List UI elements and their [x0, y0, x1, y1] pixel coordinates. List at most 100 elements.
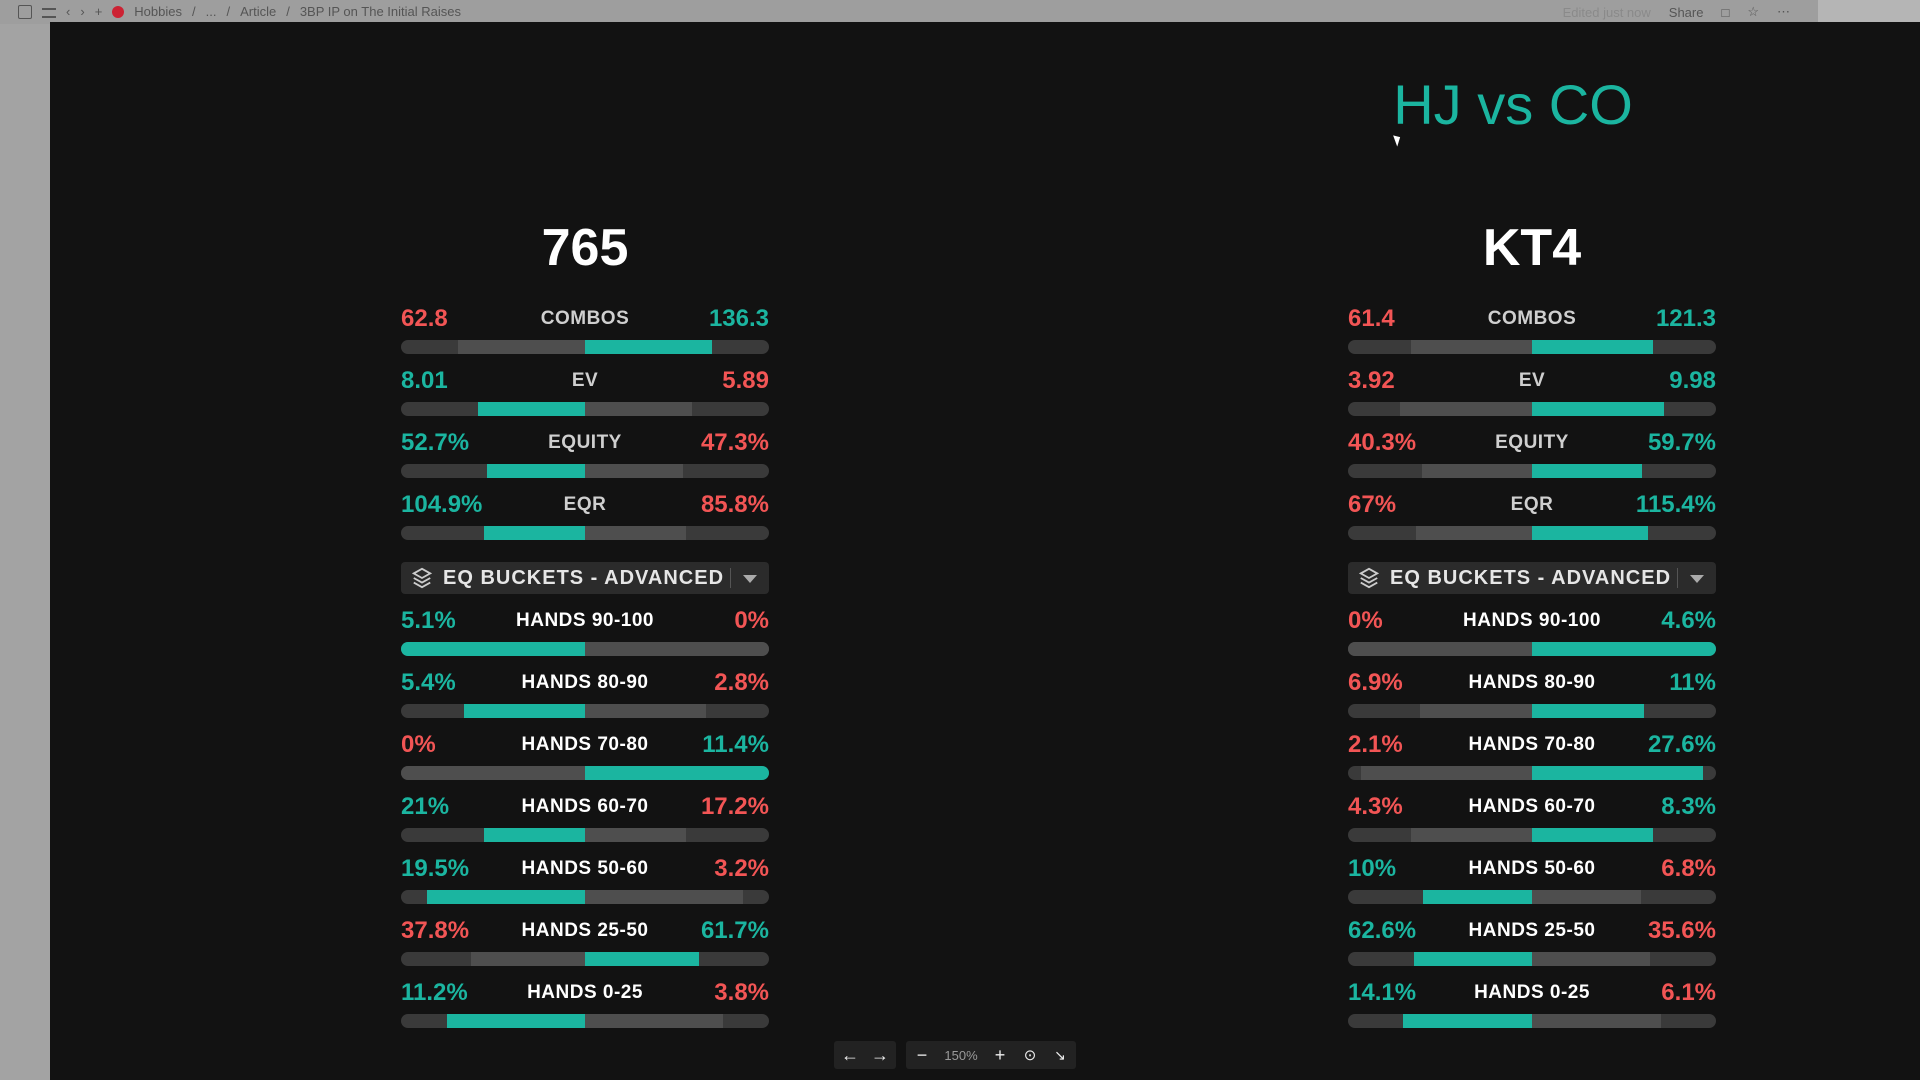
equity-bucket-row: 37.8% 61.7% HANDS 25-50 — [401, 916, 769, 978]
stat-values: 67% 115.4% — [1348, 490, 1716, 520]
eq-buckets-dropdown[interactable]: EQ BUCKETS - ADVANCED — [401, 562, 769, 594]
bar-background-shade — [585, 402, 692, 416]
comparison-bar — [1348, 402, 1716, 416]
comparison-bar — [401, 828, 769, 842]
forward-arrow-icon[interactable]: › — [80, 4, 85, 19]
chevron-down-icon[interactable] — [743, 575, 757, 583]
zoom-level: 150% — [944, 1047, 978, 1063]
equity-bucket-row: 5.1% 0% HANDS 90-100 — [401, 606, 769, 668]
bar-fill — [1532, 642, 1716, 656]
more-options-icon[interactable]: ⋯ — [1777, 4, 1790, 19]
stat-row: 104.9% 85.8% EQR — [401, 490, 769, 552]
bar-background-shade — [585, 642, 769, 656]
back-arrow-icon[interactable]: ‹ — [66, 4, 71, 19]
bar-background-shade — [1399, 402, 1532, 416]
comparison-bar — [1348, 1014, 1716, 1028]
navigation-group: ← → — [834, 1041, 896, 1069]
previous-arrow-icon[interactable]: ← — [841, 1044, 859, 1065]
stat-label: HANDS 50-60 — [1468, 858, 1596, 879]
stat-label: HANDS 50-60 — [521, 858, 649, 879]
equity-bucket-row: 10% 6.8% HANDS 50-60 — [1348, 854, 1716, 916]
left-value: 11.2% — [401, 979, 468, 1006]
chevron-down-icon[interactable] — [1690, 575, 1704, 583]
equity-bucket-row: 4.3% 8.3% HANDS 60-70 — [1348, 792, 1716, 854]
bar-fill — [1532, 828, 1654, 842]
exit-fullscreen-icon[interactable]: ↘ — [1054, 1046, 1066, 1063]
stat-values: 14.1% 6.1% — [1348, 978, 1716, 1008]
next-arrow-icon[interactable]: → — [871, 1044, 889, 1065]
right-value: 3.2% — [714, 855, 769, 882]
comparison-bar — [401, 642, 769, 656]
stat-values: 40.3% 59.7% — [1348, 428, 1716, 458]
left-value: 21% — [401, 793, 450, 820]
bar-background-shade — [1421, 464, 1532, 478]
bar-fill — [1532, 766, 1704, 780]
stat-row: 67% 115.4% EQR — [1348, 490, 1716, 552]
stat-label: HANDS 80-90 — [1468, 672, 1596, 693]
comments-icon[interactable]: □ — [1721, 4, 1730, 20]
stat-label: EV — [571, 370, 599, 391]
stat-label: HANDS 90-100 — [516, 610, 654, 631]
stat-values: 8.01 5.89 — [401, 366, 769, 396]
breadcrumb-separator: / — [286, 4, 290, 19]
right-value: 136.3 — [708, 305, 769, 332]
bar-fill — [585, 340, 712, 354]
breadcrumb-item-hobbies[interactable]: Hobbies — [134, 4, 182, 19]
comparison-bar — [1348, 704, 1716, 718]
breadcrumb-item-page[interactable]: 3BP IP on The Initial Raises — [299, 4, 461, 19]
zoom-out-icon[interactable]: − — [916, 1044, 928, 1065]
bar-fill — [478, 402, 585, 416]
bar-background-shade — [1532, 952, 1650, 966]
dropdown-divider — [1677, 568, 1678, 588]
right-value: 3.8% — [714, 979, 769, 1006]
image-viewer: HJ vs CO 765 62.8 136.3 COMBOS 8.01 5.89 EV 52.… — [50, 22, 1920, 1080]
share-button[interactable]: Share — [1668, 4, 1704, 20]
stat-label: HANDS 80-90 — [521, 672, 649, 693]
add-icon[interactable]: + — [94, 4, 103, 19]
bar-background-shade — [1410, 340, 1532, 354]
right-value: 5.89 — [722, 367, 769, 394]
right-value: 121.3 — [1655, 305, 1716, 332]
favorite-star-icon[interactable]: ☆ — [1747, 4, 1759, 19]
comparison-bar — [401, 464, 769, 478]
bar-background-shade — [585, 704, 707, 718]
equity-bucket-row: 5.4% 2.8% HANDS 80-90 — [401, 668, 769, 730]
left-value: 62.8 — [401, 305, 448, 332]
stat-values: 37.8% 61.7% — [401, 916, 769, 946]
equity-bucket-row: 62.6% 35.6% HANDS 25-50 — [1348, 916, 1716, 978]
left-value: 67% — [1348, 491, 1397, 518]
notion-logo-icon[interactable] — [18, 4, 32, 19]
bar-fill — [483, 828, 585, 842]
right-value: 2.8% — [714, 669, 769, 696]
stat-values: 0% 11.4% — [401, 730, 769, 760]
stat-row: 62.8 136.3 COMBOS — [401, 304, 769, 366]
viewer-toolbar: ← → − 150% + ⊙ ↘ — [834, 1041, 1076, 1069]
equity-bucket-row: 14.1% 6.1% HANDS 0-25 — [1348, 978, 1716, 1040]
right-value: 27.6% — [1647, 731, 1716, 758]
comparison-bar — [1348, 340, 1716, 354]
equity-bucket-row: 0% 4.6% HANDS 90-100 — [1348, 606, 1716, 668]
stat-label: COMBOS — [1487, 308, 1577, 329]
reset-zoom-icon[interactable]: ⊙ — [1023, 1047, 1037, 1064]
stat-label: HANDS 70-80 — [521, 734, 649, 755]
stat-values: 5.4% 2.8% — [401, 668, 769, 698]
equity-bucket-row: 11.2% 3.8% HANDS 0-25 — [401, 978, 769, 1040]
stat-label: HANDS 0-25 — [1474, 982, 1590, 1003]
stat-values: 62.8 136.3 — [401, 304, 769, 334]
right-value: 4.6% — [1661, 607, 1716, 634]
right-value: 6.1% — [1661, 979, 1716, 1006]
stat-label: HANDS 25-50 — [521, 920, 649, 941]
breadcrumb-item-article[interactable]: Article — [240, 4, 277, 19]
left-value: 0% — [1348, 607, 1383, 634]
left-value: 5.1% — [401, 607, 456, 634]
eq-buckets-dropdown[interactable]: EQ BUCKETS - ADVANCED — [1348, 562, 1716, 594]
app-topbar: ‹ › + Hobbies / ... / Article / 3BP IP o… — [0, 0, 1920, 46]
equity-bucket-row: 0% 11.4% HANDS 70-80 — [401, 730, 769, 792]
left-value: 3.92 — [1348, 367, 1395, 394]
menu-icon[interactable] — [42, 7, 56, 18]
zoom-in-icon[interactable]: + — [994, 1044, 1006, 1065]
breadcrumb-item-ellipsis[interactable]: ... — [205, 4, 217, 19]
equity-bucket-row: 19.5% 3.2% HANDS 50-60 — [401, 854, 769, 916]
stat-values: 3.92 9.98 — [1348, 366, 1716, 396]
bar-fill — [447, 1014, 585, 1028]
